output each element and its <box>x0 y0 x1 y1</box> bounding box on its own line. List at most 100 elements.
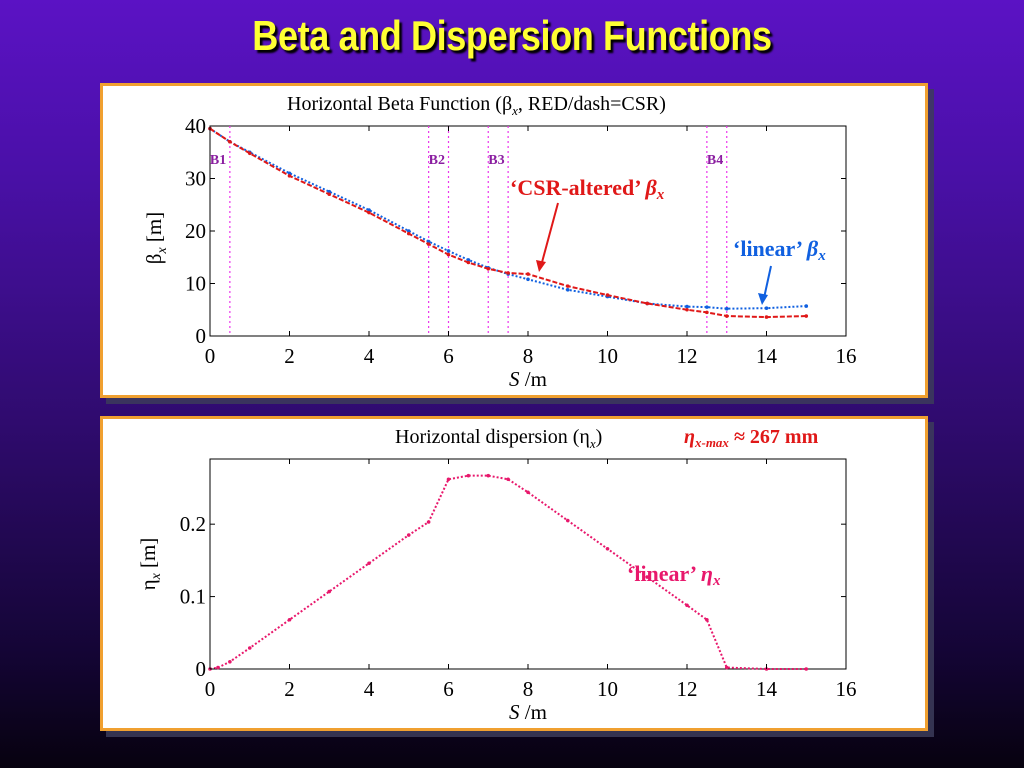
data-point <box>526 277 530 282</box>
data-point <box>426 520 431 524</box>
x-tick-label: 10 <box>597 344 618 368</box>
data-point <box>367 210 371 215</box>
dispersion-chart-title: Horizontal dispersion (ηx) <box>395 426 602 451</box>
data-point <box>426 239 431 244</box>
data-point <box>466 473 471 478</box>
x-tick-label: 12 <box>677 677 698 701</box>
x-tick-label: 8 <box>523 344 534 368</box>
beta-function-chart: Horizontal Beta Function (βx, RED/dash=C… <box>142 93 857 391</box>
data-point <box>724 665 729 670</box>
data-point <box>228 659 232 664</box>
y-tick-label: 10 <box>185 272 206 296</box>
data-point <box>804 314 809 318</box>
data-point <box>287 171 292 176</box>
data-point <box>406 229 411 233</box>
y-tick-label: 0.1 <box>180 585 206 609</box>
data-point <box>426 242 431 246</box>
bend-marker-label: B2 <box>429 153 445 168</box>
bend-markers: B1 B2 B3 B4 <box>210 126 728 336</box>
x-tick-label: 0 <box>205 677 216 701</box>
data-point <box>705 617 709 622</box>
data-point <box>446 249 451 253</box>
data-point <box>705 305 709 309</box>
beta-x-axis-label: S /m <box>509 367 547 391</box>
linear-beta-annotation: ‘linear’ βx <box>733 236 826 264</box>
y-tick-label: 0.2 <box>180 512 206 536</box>
csr-arrow-head <box>536 260 546 272</box>
linear-arrow <box>763 265 772 299</box>
dispersion-panel: Horizontal dispersion (ηx) ηx-max ≈ 267 … <box>100 416 928 731</box>
beta-y-ticks: 0 10 20 30 40 <box>185 114 846 348</box>
data-point <box>486 473 491 478</box>
data-point <box>605 546 610 551</box>
data-point <box>216 665 220 670</box>
beta-x-ticks: 0 2 4 6 8 10 12 14 16 <box>205 126 857 368</box>
y-tick-label: 40 <box>185 114 206 138</box>
data-point <box>506 271 510 275</box>
dispersion-y-ticks: 0 0.1 0.2 <box>180 512 846 681</box>
data-point <box>724 314 729 318</box>
data-point <box>685 307 689 312</box>
data-point <box>605 293 610 297</box>
data-point <box>406 231 411 236</box>
data-point <box>506 477 510 482</box>
x-tick-label: 14 <box>756 677 778 701</box>
data-point <box>327 192 332 197</box>
data-point <box>526 272 530 276</box>
series-line-0 <box>209 127 807 310</box>
series-line-0 <box>209 474 807 670</box>
data-point <box>685 304 689 309</box>
x-tick-label: 2 <box>284 677 295 701</box>
x-tick-label: 8 <box>523 677 534 701</box>
x-tick-label: 4 <box>364 344 375 368</box>
x-tick-label: 16 <box>836 677 857 701</box>
linear-arrow-head <box>758 293 768 305</box>
data-point <box>247 151 252 156</box>
x-tick-label: 4 <box>364 677 375 701</box>
data-point <box>645 575 650 579</box>
x-tick-label: 2 <box>284 344 295 368</box>
dispersion-y-axis-label: ηx [m] <box>136 538 164 591</box>
data-point <box>466 258 471 262</box>
data-point <box>406 533 411 537</box>
bend-marker-label: B1 <box>210 153 226 168</box>
x-tick-label: 10 <box>597 677 618 701</box>
y-tick-label: 20 <box>185 219 206 243</box>
beta-chart-title: Horizontal Beta Function (βx, RED/dash=C… <box>287 93 666 118</box>
x-tick-label: 0 <box>205 344 216 368</box>
data-point <box>327 589 332 594</box>
data-point <box>565 284 570 288</box>
data-point <box>804 667 809 671</box>
y-tick-label: 0 <box>196 324 207 348</box>
data-point <box>764 315 769 319</box>
data-point <box>247 646 252 650</box>
data-point <box>466 260 471 265</box>
dispersion-series <box>208 473 809 671</box>
beta-plot-area <box>209 125 847 337</box>
data-point <box>685 603 689 608</box>
beta-function-panel: Horizontal Beta Function (βx, RED/dash=C… <box>100 83 928 398</box>
data-point <box>446 252 451 257</box>
data-point <box>565 518 570 523</box>
dispersion-chart: Horizontal dispersion (ηx) ηx-max ≈ 267 … <box>136 426 857 724</box>
data-point <box>367 208 371 212</box>
data-point <box>486 267 491 271</box>
data-point <box>645 301 650 306</box>
dispersion-x-axis-label: S /m <box>509 700 547 724</box>
y-tick-label: 30 <box>185 167 206 191</box>
data-point <box>367 561 371 566</box>
data-point <box>228 139 232 144</box>
data-point <box>526 490 530 495</box>
bend-marker-label: B4 <box>707 153 723 168</box>
data-point <box>565 288 570 292</box>
x-tick-label: 12 <box>677 344 698 368</box>
data-point <box>287 174 292 178</box>
beta-y-axis-label: βx [m] <box>142 212 170 264</box>
data-point <box>705 310 709 315</box>
x-tick-label: 14 <box>756 344 778 368</box>
data-point <box>724 306 729 311</box>
data-point <box>804 304 809 308</box>
slide-title: Beta and Dispersion Functions <box>252 12 772 59</box>
x-tick-label: 6 <box>443 344 454 368</box>
data-point <box>327 189 332 194</box>
